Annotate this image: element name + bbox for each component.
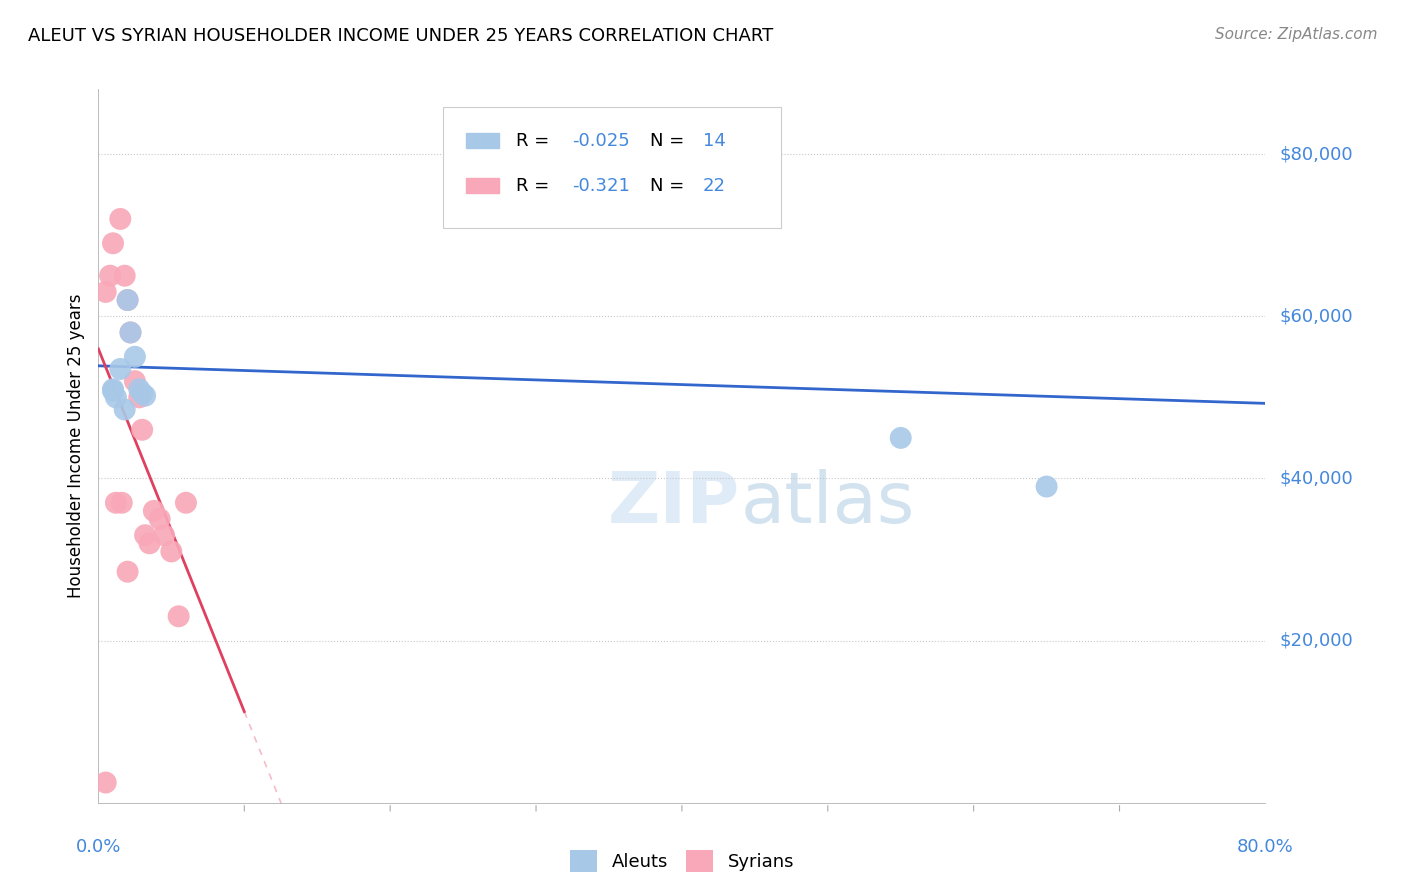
Text: 0.0%: 0.0%	[76, 838, 121, 855]
Point	[131, 423, 153, 437]
Point	[124, 350, 146, 364]
Text: atlas: atlas	[741, 468, 915, 538]
Text: -0.025: -0.025	[572, 132, 630, 150]
Text: ZIP: ZIP	[607, 468, 741, 538]
Point	[890, 431, 912, 445]
Bar	[465, 133, 499, 148]
Text: -0.321: -0.321	[572, 177, 630, 194]
Point	[94, 285, 117, 299]
FancyBboxPatch shape	[443, 107, 782, 228]
Point	[160, 544, 183, 558]
Point	[149, 512, 172, 526]
Point	[111, 496, 134, 510]
Point	[114, 402, 136, 417]
Text: 14: 14	[703, 132, 725, 150]
Point	[101, 236, 124, 251]
Point	[128, 382, 150, 396]
Text: R =: R =	[516, 132, 555, 150]
Point	[131, 386, 153, 401]
Point	[114, 268, 136, 283]
Point	[117, 293, 139, 307]
Text: N =: N =	[651, 177, 690, 194]
Point	[128, 390, 150, 404]
Point	[134, 528, 156, 542]
Text: $60,000: $60,000	[1279, 307, 1353, 326]
Point	[104, 390, 127, 404]
Text: 22: 22	[703, 177, 725, 194]
Point	[101, 382, 124, 396]
Text: $20,000: $20,000	[1279, 632, 1353, 649]
Point	[101, 384, 124, 398]
Point	[104, 496, 127, 510]
Point	[153, 528, 176, 542]
Text: Source: ZipAtlas.com: Source: ZipAtlas.com	[1215, 27, 1378, 42]
Legend: Aleuts, Syrians: Aleuts, Syrians	[562, 843, 801, 880]
Point	[110, 362, 132, 376]
Point	[138, 536, 160, 550]
Text: R =: R =	[516, 177, 555, 194]
Point	[98, 268, 121, 283]
Point	[94, 775, 117, 789]
Point	[167, 609, 190, 624]
Point	[142, 504, 165, 518]
Point	[134, 389, 156, 403]
Text: $80,000: $80,000	[1279, 145, 1353, 163]
Point	[117, 293, 139, 307]
Point	[120, 326, 142, 340]
Bar	[465, 178, 499, 194]
Point	[124, 374, 146, 388]
Point	[174, 496, 197, 510]
Text: 80.0%: 80.0%	[1237, 838, 1294, 855]
Point	[120, 326, 142, 340]
Y-axis label: Householder Income Under 25 years: Householder Income Under 25 years	[66, 293, 84, 599]
Point	[641, 151, 664, 165]
Text: ALEUT VS SYRIAN HOUSEHOLDER INCOME UNDER 25 YEARS CORRELATION CHART: ALEUT VS SYRIAN HOUSEHOLDER INCOME UNDER…	[28, 27, 773, 45]
Point	[110, 211, 132, 226]
Point	[1035, 479, 1057, 493]
Text: N =: N =	[651, 132, 690, 150]
Point	[117, 565, 139, 579]
Text: $40,000: $40,000	[1279, 469, 1353, 487]
